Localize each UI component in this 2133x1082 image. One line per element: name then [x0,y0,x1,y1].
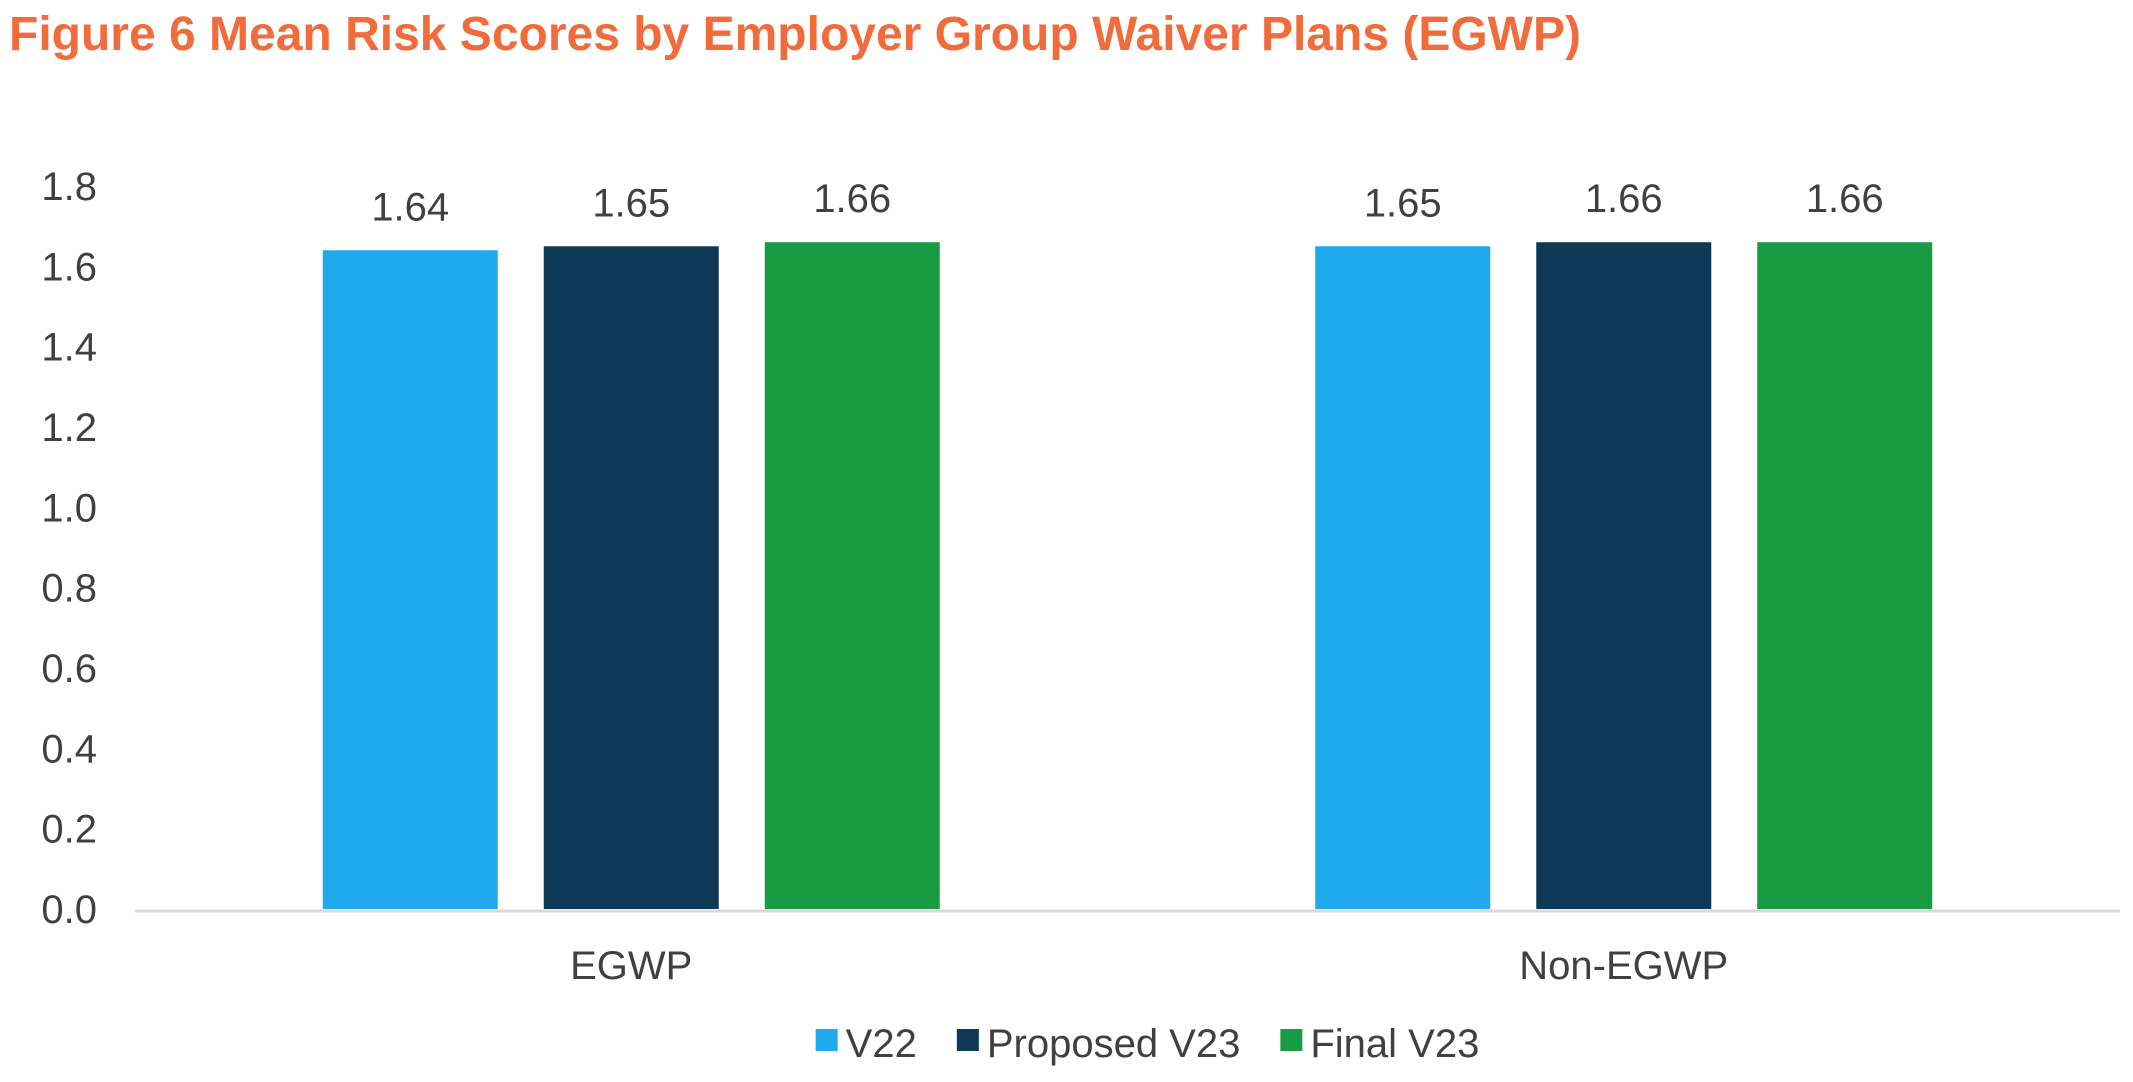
legend-swatch [815,1029,838,1051]
y-tick-label: 1.0 [41,486,97,530]
y-tick-label: 0.0 [41,888,97,932]
bar-v22-egwp [322,250,498,909]
data-label: 1.66 [1806,177,1884,221]
y-tick-label: 0.6 [41,647,97,691]
x-category-label: EGWP [570,944,692,988]
data-label: 1.66 [813,177,891,221]
bar-series [322,242,1933,909]
legend-label: V22 [846,1022,917,1066]
data-label: 1.65 [1364,181,1442,225]
y-tick-label: 1.6 [41,245,97,289]
data-label: 1.65 [592,181,670,225]
bar-final-v23-egwp [764,242,940,909]
legend: V22 Proposed V23 Final V23 [815,1022,1479,1066]
bar-proposed-v23-egwp [543,246,719,909]
y-tick-label: 1.8 [41,165,97,209]
y-tick-label: 1.2 [41,406,97,450]
legend-swatch [956,1029,979,1051]
legend-label: Final V23 [1310,1022,1479,1066]
bar-proposed-v23-non-egwp [1536,242,1712,909]
legend-swatch [1280,1029,1303,1051]
x-axis-category-labels: EGWP Non-EGWP [570,944,1728,988]
x-category-label: Non-EGWP [1519,944,1728,988]
y-tick-label: 0.2 [41,808,97,852]
bar-final-v23-non-egwp [1757,242,1933,909]
y-tick-label: 0.8 [41,567,97,611]
y-tick-label: 0.4 [41,727,97,771]
bar-v22-non-egwp [1315,246,1491,909]
data-label: 1.64 [371,185,449,229]
data-label: 1.66 [1585,177,1663,221]
y-axis-ticks: 0.0 0.2 0.4 0.6 0.8 1.0 1.2 1.4 1.6 1.8 [41,165,97,932]
chart-title: Figure 6 Mean Risk Scores by Employer Gr… [9,8,1581,61]
y-tick-label: 1.4 [41,326,97,370]
legend-label: Proposed V23 [987,1022,1241,1066]
data-labels: 1.64 1.65 1.66 1.65 1.66 1.66 [371,177,1883,229]
